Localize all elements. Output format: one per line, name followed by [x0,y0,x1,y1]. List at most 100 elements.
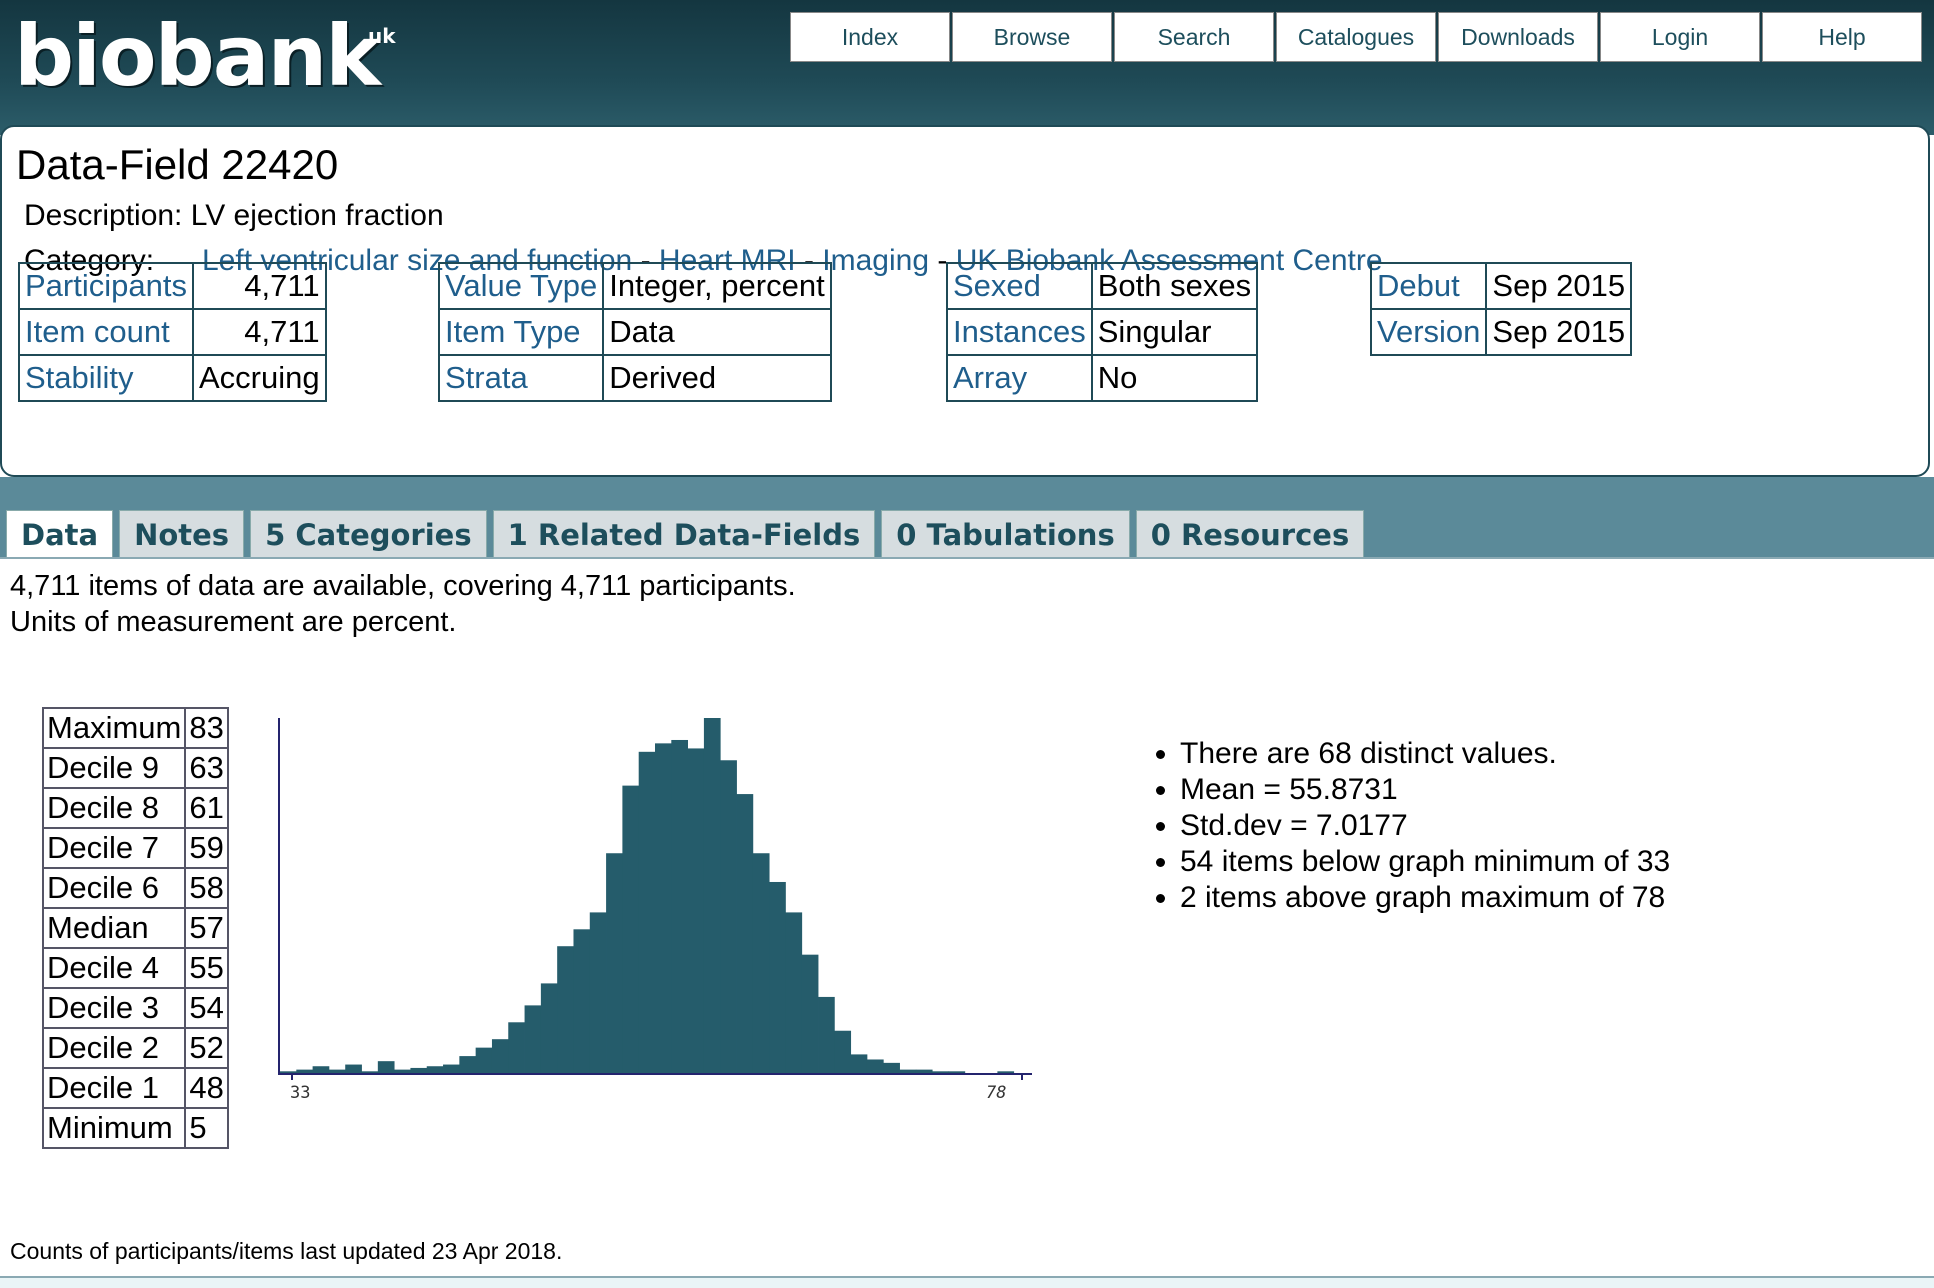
decile-label: Minimum [41,1107,187,1149]
histogram-bar [997,1071,1015,1073]
table-row: Decile 4 55 [41,947,229,989]
list-item: There are 68 distinct values. [1180,736,1670,772]
histogram-bar [899,1069,917,1073]
table-row: Decile 2 52 [41,1027,229,1069]
tab-bar: Data Notes 5 Categories 1 Related Data-F… [0,477,1934,558]
participants-label: Participants [18,262,194,310]
last-updated-note: Counts of participants/items last update… [10,1238,563,1264]
histogram-bar [328,1069,346,1073]
histogram-bar [280,1071,297,1073]
histogram-bar [752,853,770,1073]
site-header: biobank uk Index Browse Search Catalogue… [0,0,1934,135]
nav-downloads[interactable]: Downloads [1438,12,1598,62]
histogram-bar [589,912,607,1073]
nav-help[interactable]: Help [1762,12,1922,62]
nav-index[interactable]: Index [790,12,950,62]
decile-label: Decile 2 [41,1027,187,1069]
top-nav: Index Browse Search Catalogues Downloads… [790,12,1924,62]
field-summary-panel: Data-Field 22420 Description: LV ejectio… [0,125,1930,477]
decile-value: 54 [184,987,229,1029]
deciles-table: Maximum 83 Decile 9 63 Decile 8 61 Decile 7… [41,707,229,1149]
category-separator: - [632,244,659,277]
decile-value: 5 [184,1107,229,1149]
category-link-imaging[interactable]: Imaging [822,244,930,277]
histogram-bar [883,1062,900,1073]
histogram-bar [818,996,835,1073]
tab-divider [0,557,1934,559]
decile-value: 52 [184,1027,229,1069]
table-row: Median 57 [41,907,229,949]
description-value: LV ejection fraction [190,199,444,232]
histogram-bar [834,1030,852,1073]
histogram-bar [638,751,656,1073]
value-type-label: Value Type [437,262,605,310]
nav-catalogues[interactable]: Catalogues [1276,12,1436,62]
instances-label: Instances [946,308,1093,356]
decile-value: 58 [184,867,229,909]
decile-label: Decile 8 [41,787,187,829]
list-item: Mean = 55.8731 [1180,772,1670,808]
histogram-bar [361,1071,379,1073]
decile-label: Decile 7 [41,827,187,869]
decile-value: 55 [184,947,229,989]
histogram-bar [296,1069,313,1073]
table-row: Decile 9 63 [41,747,229,789]
histogram-bar [932,1071,949,1073]
histogram-bar [394,1069,411,1073]
histogram-bar [801,954,819,1073]
decile-label: Decile 4 [41,947,187,989]
nav-browse[interactable]: Browse [952,12,1112,62]
tab-list: Data Notes 5 Categories 1 Related Data-F… [6,510,1370,558]
histogram-bars [280,718,1015,1073]
decile-label: Median [41,907,187,949]
decile-value: 59 [184,827,229,869]
availability-text: 4,711 items of data are available, cover… [10,570,796,602]
value-type-value: Integer, percent [602,262,832,310]
tab-notes[interactable]: Notes [119,510,245,558]
participants-table: Participants 4,711 Item count 4,711 Stabil… [18,262,327,402]
histogram-bar [508,1022,525,1073]
item-type-value: Data [602,308,832,356]
decile-label: Decile 9 [41,747,187,789]
array-label: Array [946,354,1093,402]
histogram-bar [410,1067,428,1073]
decile-value: 48 [184,1067,229,1109]
histogram-bar [524,1005,542,1073]
table-row: Minimum 5 [41,1107,229,1149]
histogram-bar [850,1054,868,1073]
page-bottom-strip [0,1276,1934,1288]
sexed-table: Sexed Both sexes Instances Singular Array N… [946,262,1259,402]
histogram-bar [540,983,558,1073]
description-row: Description: LV ejection fraction [24,199,444,233]
histogram-bar [312,1066,330,1073]
histogram-bar [948,1071,966,1073]
x-tick-label-min: 33 [290,1083,310,1100]
histogram-bar [687,748,705,1073]
decile-label: Maximum [41,707,187,749]
instances-value: Singular [1090,308,1259,356]
biobank-logo[interactable]: biobank [14,7,381,105]
tab-resources[interactable]: 0 Resources [1135,510,1365,558]
tab-categories[interactable]: 5 Categories [250,510,487,558]
histogram-bar [606,853,623,1073]
summary-stats-list: There are 68 distinct values. Mean = 55.… [1150,736,1670,916]
category-separator: - [929,244,956,277]
participants-value: 4,711 [191,262,327,310]
version-label: Version [1369,308,1488,356]
decile-label: Decile 6 [41,867,187,909]
histogram-bar [377,1061,395,1073]
nav-search[interactable]: Search [1114,12,1274,62]
nav-login[interactable]: Login [1600,12,1760,62]
category-separator: - [795,244,823,277]
sexed-label: Sexed [946,262,1093,310]
tab-data[interactable]: Data [6,510,114,558]
histogram-bar [475,1047,493,1073]
tab-related-data-fields[interactable]: 1 Related Data-Fields [492,510,876,558]
decile-value: 61 [184,787,229,829]
tab-tabulations[interactable]: 0 Tabulations [881,510,1130,558]
histogram-bar [491,1039,509,1073]
table-row: Decile 3 54 [41,987,229,1029]
histogram-bar [622,785,640,1073]
value-type-table: Value Type Integer, percent Item Type Data… [437,262,832,402]
histogram-bar [459,1056,477,1073]
